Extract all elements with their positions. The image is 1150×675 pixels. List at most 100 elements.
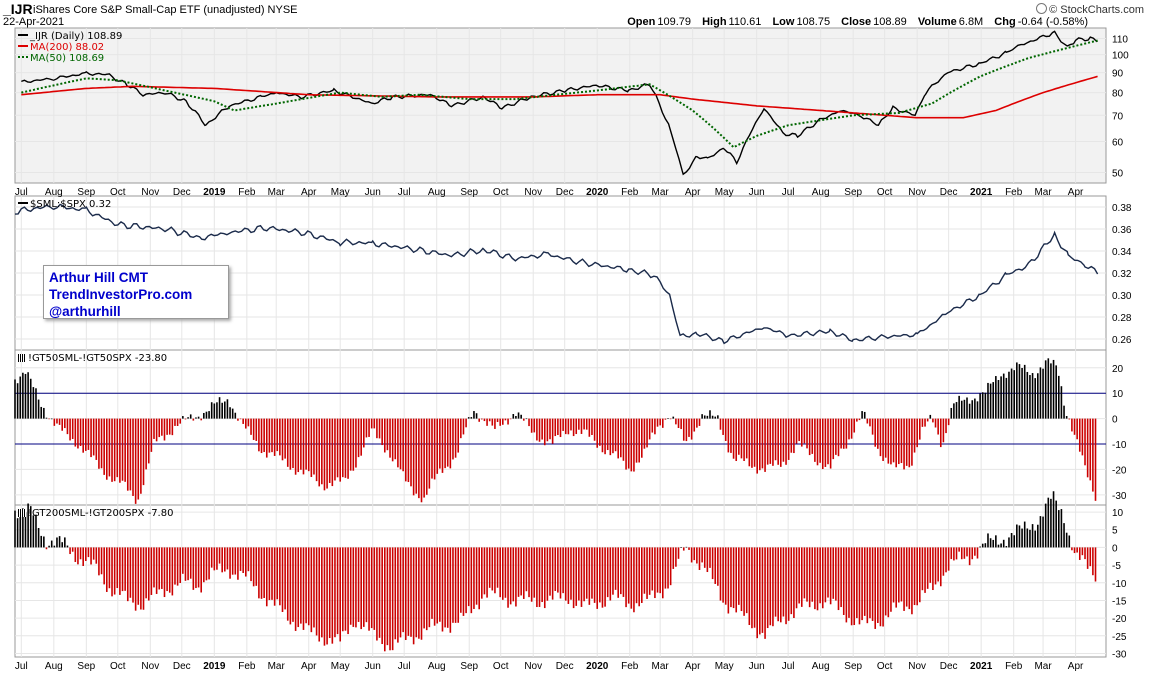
high-value: 110.61 [728,16,762,28]
brand-label[interactable]: © StockCharts.com [1036,3,1144,16]
x-tick-label: Jun [749,187,765,198]
gt50-bar [803,418,806,444]
gt200-bar [617,547,619,598]
y-tick-label: 5 [1112,526,1118,537]
gt200-bar [56,537,58,548]
gt200-bar [465,547,467,614]
gt50-bar [753,418,756,467]
gt200-bar [294,547,297,631]
legend-item: MA(50) 108.69 [18,53,122,64]
gt200-bar [601,547,604,608]
gt50-bar [614,418,617,452]
gt50-bar [433,418,436,480]
gt200-bar [365,547,368,623]
gt200-bar [614,547,617,590]
gt50-bar [45,417,48,419]
gt50-bar [693,418,696,432]
x-tick-label: Sep [460,661,478,672]
gt200-bar [1039,516,1042,548]
gt50-bar [845,418,848,449]
volume-value: 6.8M [958,16,984,28]
gt50-bar [685,418,688,442]
gt200-bar [24,512,27,548]
gt200-bar [436,547,439,624]
gt50-bar [779,418,782,467]
gt50-bar [706,415,709,419]
gt50-bar [452,418,454,460]
gt200-bar [638,547,640,607]
gt50-bar [1084,418,1086,466]
gt50-bar [74,418,77,447]
y-tick-label: 90 [1112,69,1124,80]
gt50-bar [703,415,706,419]
gt50-bar [250,418,252,435]
gt200-bar [174,547,176,585]
gt200-bar [661,547,664,599]
gt50-bar [633,418,635,472]
gt50-bar [966,397,968,419]
gt50-bar [187,417,189,419]
gt50-bar [1021,367,1023,419]
gt200-bar [428,547,431,628]
gt200-bar [913,547,916,606]
gt200-bar [22,508,24,548]
gt50-bar [808,418,811,456]
gt50-bar [336,418,339,478]
y-tick-label: 0.28 [1112,313,1132,324]
x-tick-label: Jul [15,187,28,198]
gt200-bar [1026,528,1029,548]
gt50-bar [376,418,378,439]
gt200-bar [620,547,622,595]
gt200-bar [1076,547,1078,553]
gt50-bar [326,418,328,489]
gt200-bar [98,547,100,576]
x-tick-label: Sep [77,661,95,672]
legend-price: _IJR (Daily) 108.89 MA(200) 88.02 MA(50) 1… [18,31,122,64]
gt200-bar [473,547,475,609]
gt50-bar [224,401,226,419]
legend-text: $SML:$SPX 0.32 [30,199,112,210]
x-tick-label: 2021 [970,187,993,198]
gt200-bar [119,547,121,595]
gt50-bar [100,418,103,469]
gt200-bar [40,535,43,548]
gt50-bar [292,418,294,469]
gt50-bar [56,418,58,424]
legend-text: MA(200) 88.02 [30,42,105,53]
gt200-bar [578,547,580,601]
y-tick-label: -10 [1112,440,1127,451]
gt200-bar [496,547,499,588]
gt200-bar [884,547,887,616]
gt50-bar [908,418,911,468]
gt200-bar [690,547,693,563]
gt200-bar [719,547,722,601]
gt50-bar [265,418,268,458]
gt50-bar [40,406,43,419]
gt200-bar [342,547,344,632]
gt200-bar [745,547,748,614]
x-tick-label: Aug [45,187,63,198]
y-tick-label: -15 [1112,596,1127,607]
gt50-bar [35,388,37,419]
gt50-bar [612,418,614,454]
gt50-bar [297,418,300,473]
gt200-bar [509,547,512,605]
legend-item: _IJR (Daily) 108.89 [18,31,122,42]
gt200-bar [732,547,735,609]
gt50-bar [22,372,24,419]
gt50-bar [759,418,761,471]
gt50-bar [1034,378,1036,419]
gt50-bar [449,418,452,469]
gt50-bar [585,418,588,430]
gt50-bar [226,399,229,419]
gt200-bar [591,547,593,599]
gt200-bar [66,545,69,548]
gt50-bar [1000,376,1002,419]
gt200-bar [612,547,614,595]
gt50-bar [82,418,84,453]
y-tick-label: -25 [1112,632,1127,643]
gt50-bar [580,418,583,434]
gt200-bar [974,547,976,556]
gt50-bar [981,392,984,419]
x-tick-label: Sep [844,187,862,198]
